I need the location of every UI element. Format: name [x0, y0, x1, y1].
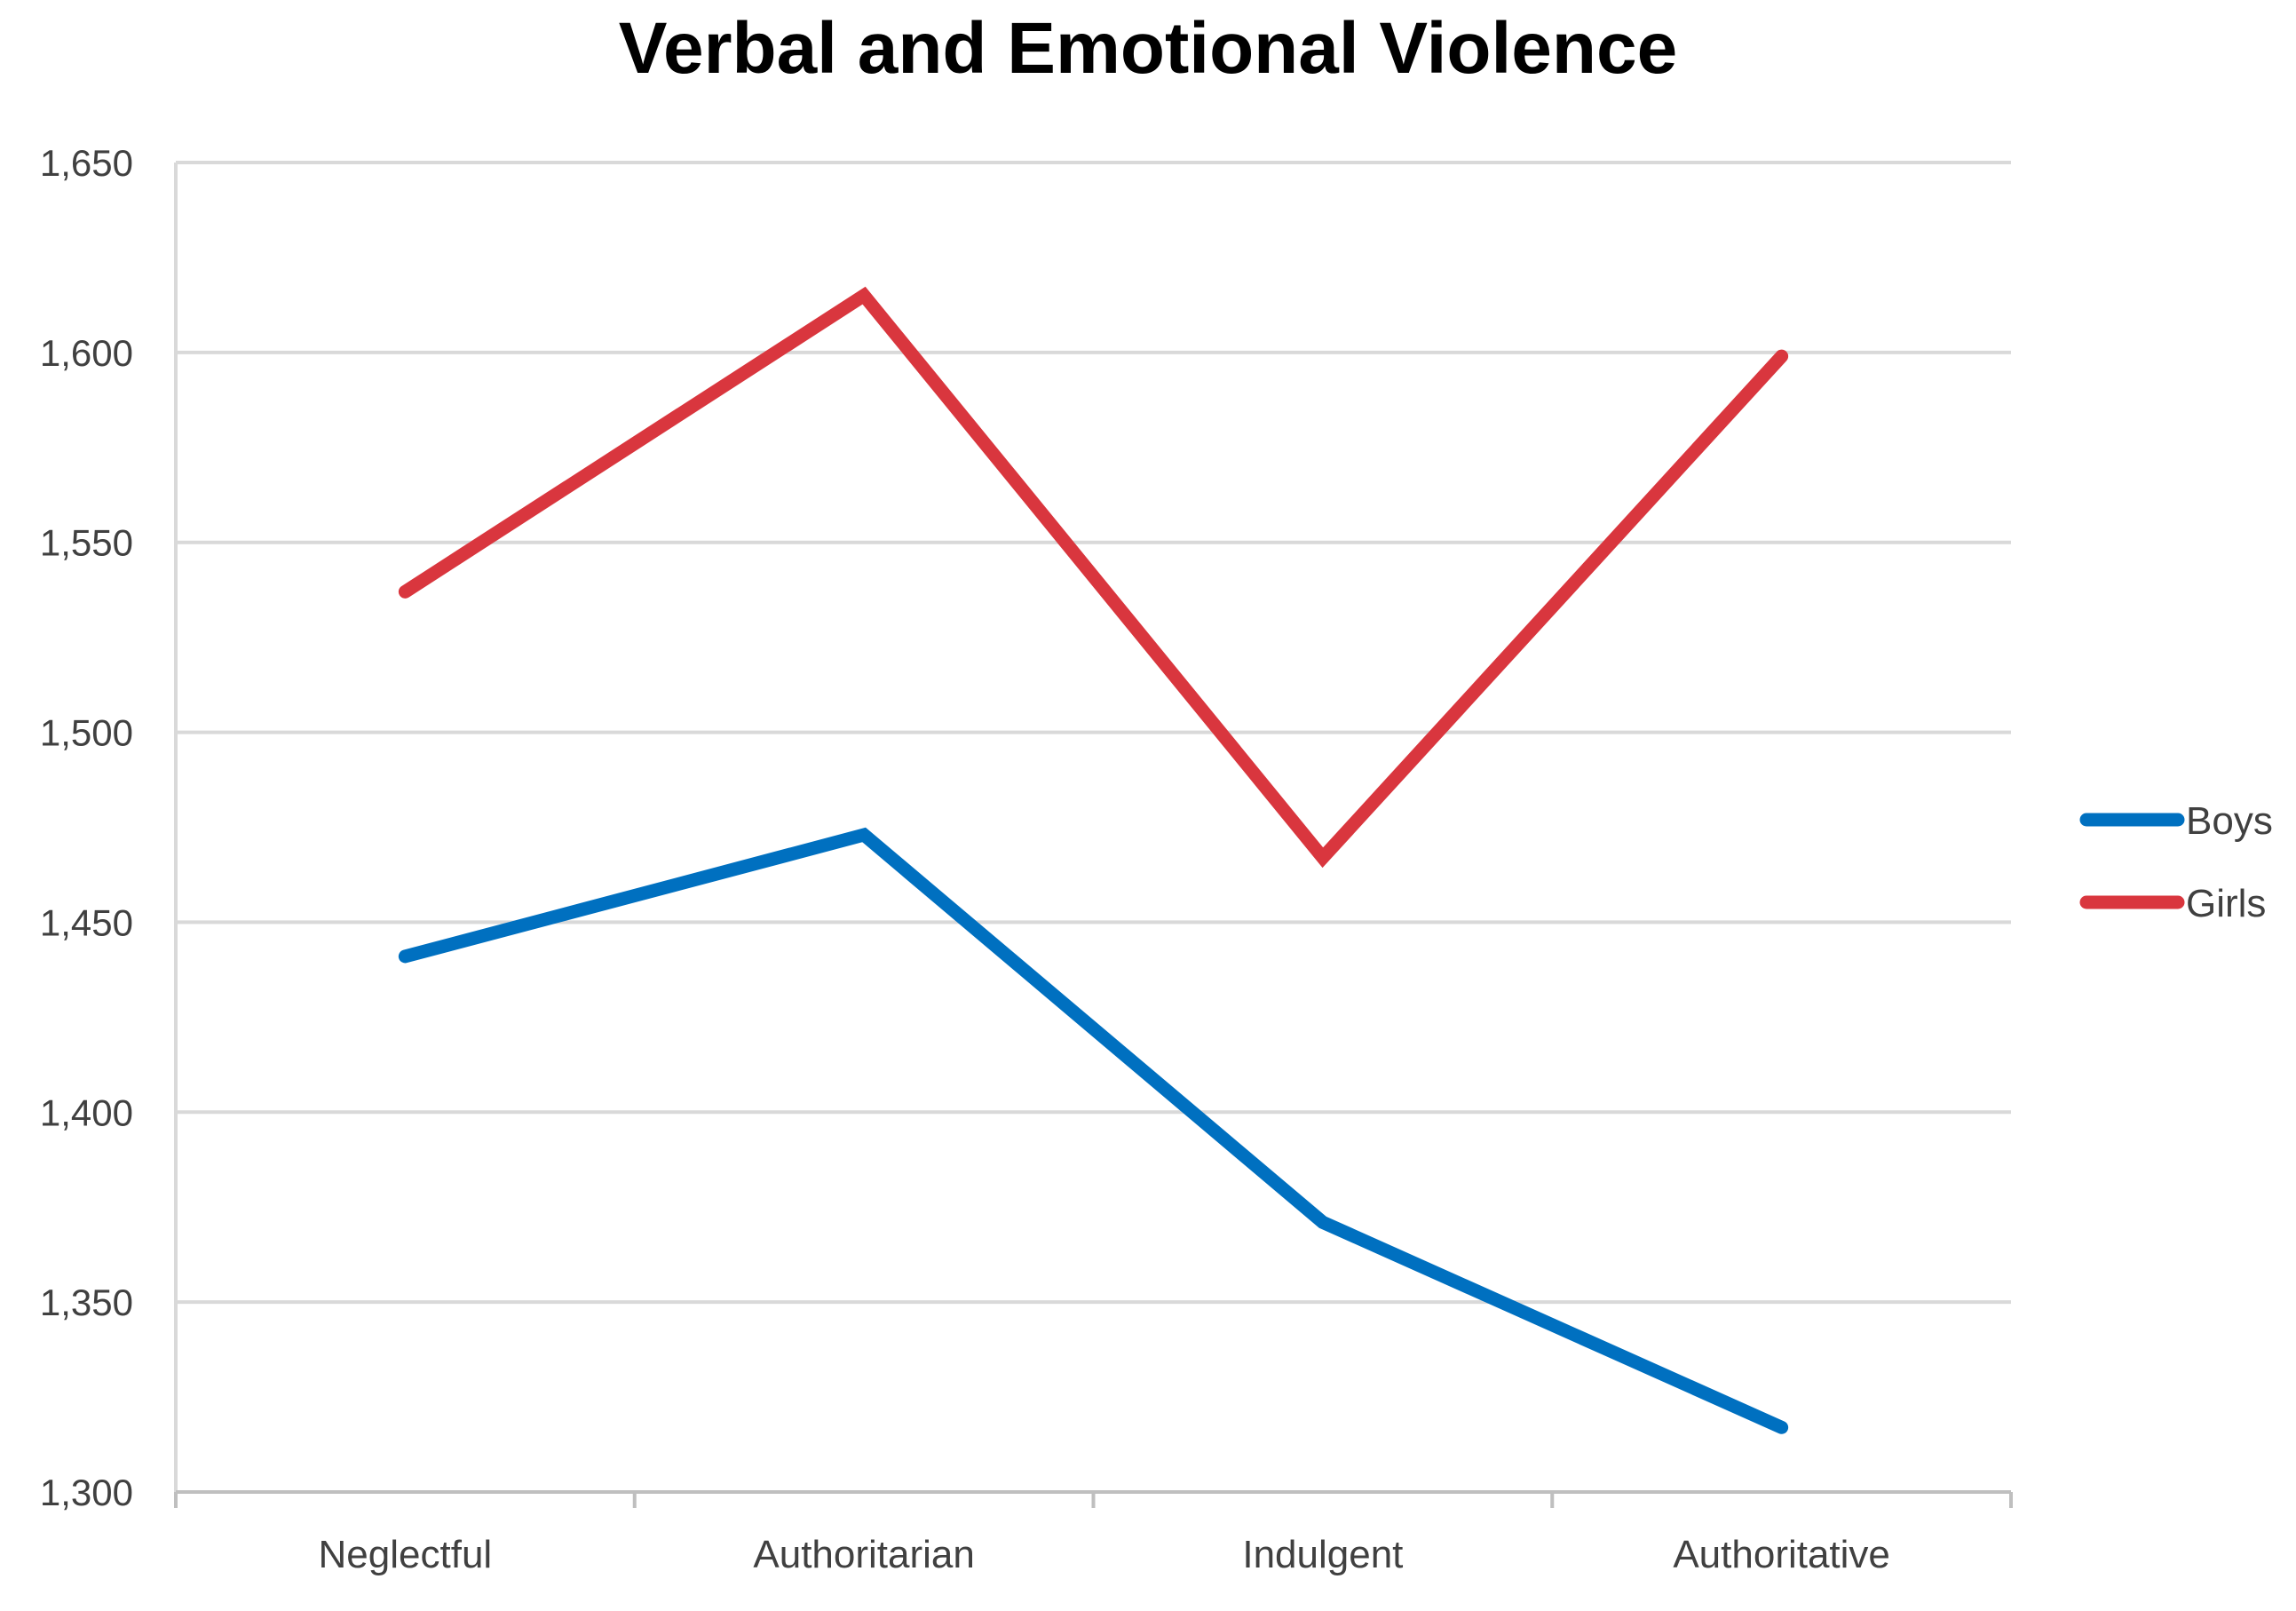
data-point-boys	[863, 834, 866, 837]
series-line-boys	[398, 827, 1789, 1434]
legend-label-boys: Boys	[2186, 799, 2273, 843]
y-tick-label: 1,350	[40, 1282, 133, 1323]
data-point-girls	[1780, 355, 1783, 358]
x-tick-label: Indulgent	[1242, 1533, 1403, 1576]
x-tick-label: Authoritarian	[753, 1533, 974, 1576]
y-tick-label: 1,650	[40, 142, 133, 184]
data-point-boys	[1321, 1221, 1324, 1224]
data-point-boys	[1780, 1426, 1783, 1429]
y-tick-label: 1,450	[40, 901, 133, 943]
data-point-girls	[1321, 856, 1324, 859]
legend-label-girls: Girls	[2186, 882, 2266, 925]
x-tick-label: Neglectful	[319, 1533, 493, 1576]
data-point-girls	[404, 591, 407, 593]
y-tick-label: 1,300	[40, 1472, 133, 1513]
y-tick-label: 1,400	[40, 1091, 133, 1133]
data-point-girls	[863, 294, 866, 297]
y-tick-label: 1,500	[40, 712, 133, 754]
chart-title: Verbal and Emotional Violence	[618, 8, 1678, 89]
y-tick-label: 1,600	[40, 332, 133, 374]
series-line-girls	[398, 286, 1789, 869]
y-tick-label: 1,550	[40, 522, 133, 564]
x-tick-label: Authoritative	[1673, 1533, 1890, 1576]
data-point-boys	[404, 955, 407, 957]
